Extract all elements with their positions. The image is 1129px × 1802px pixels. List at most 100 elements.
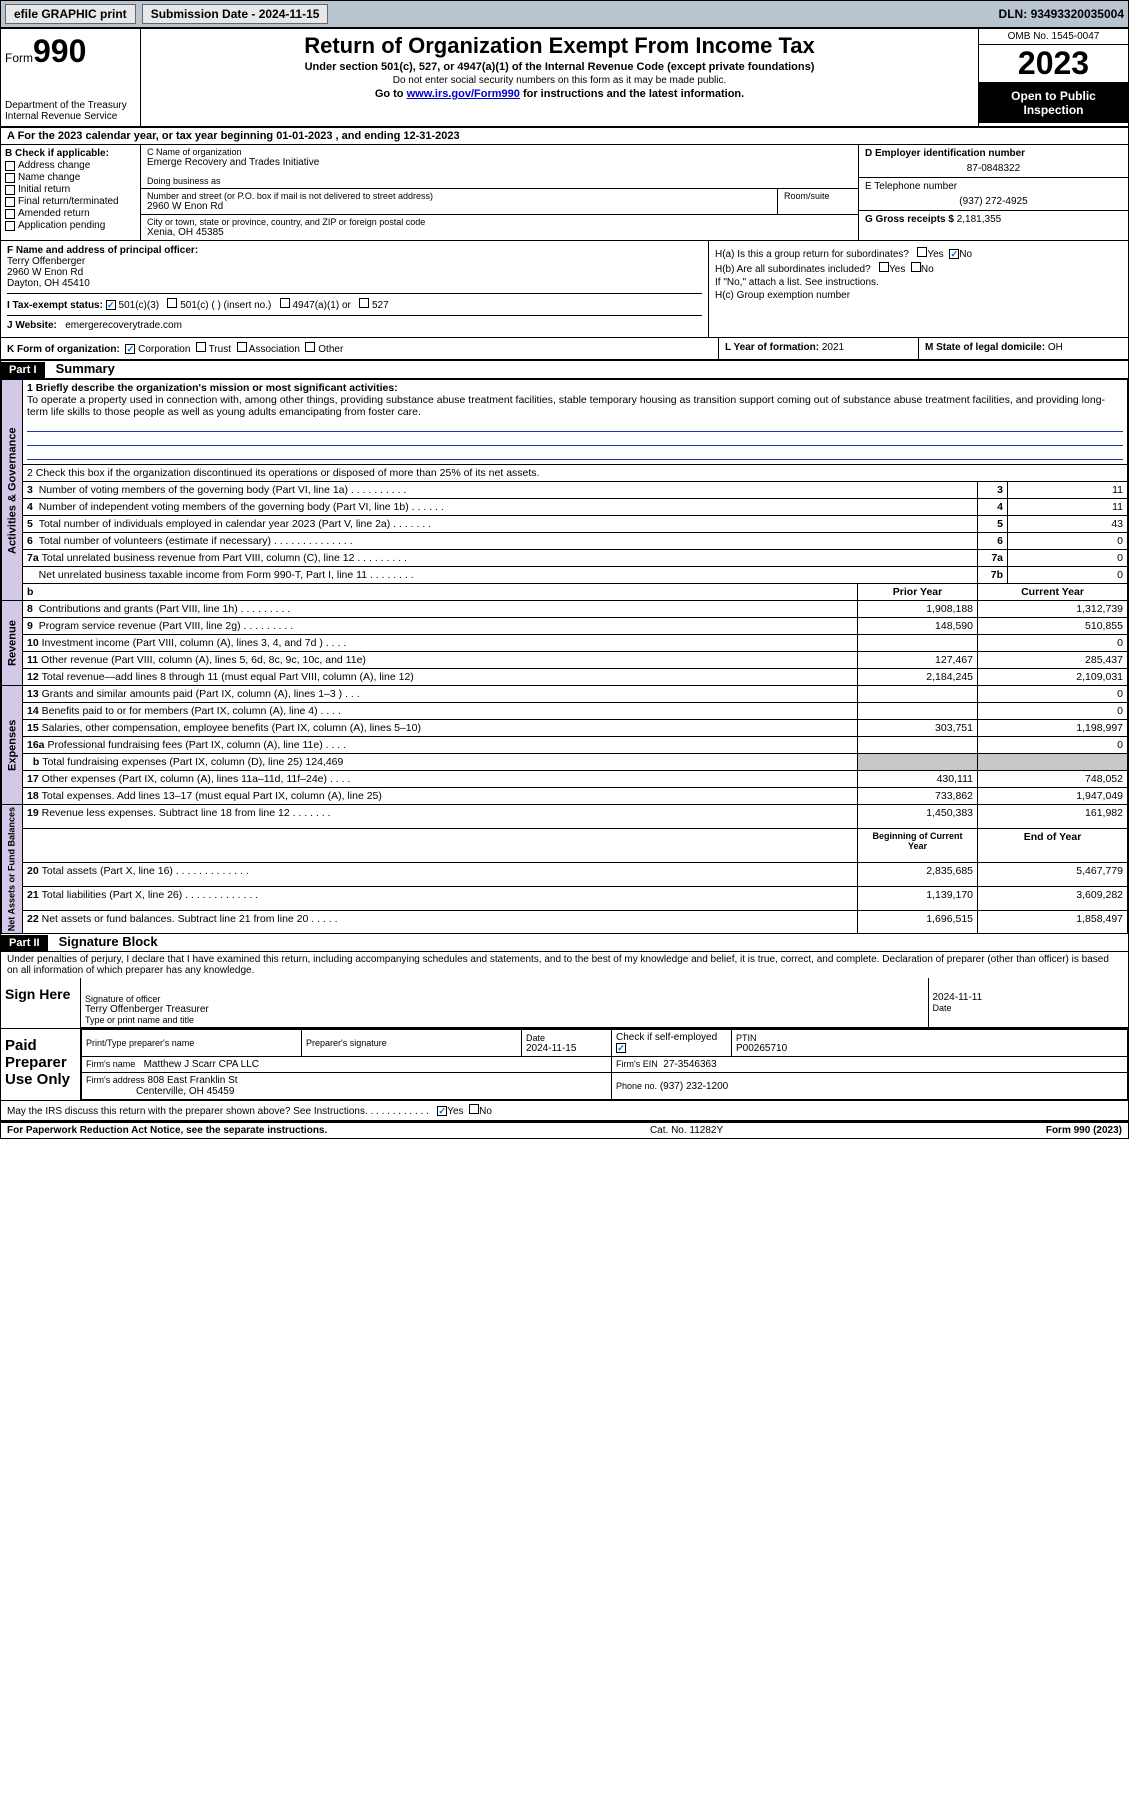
- sig-officer-label: Signature of officer: [85, 994, 924, 1004]
- goto-pre: Go to: [375, 88, 407, 100]
- header-right: OMB No. 1545-0047 2023 Open to Public In…: [978, 29, 1128, 126]
- website-value: emergerecoverytrade.com: [65, 320, 182, 331]
- city-cell: City or town, state or province, country…: [141, 215, 858, 240]
- part1-bar: Part I: [1, 362, 45, 378]
- cb-assoc[interactable]: [237, 342, 247, 352]
- discuss-yes[interactable]: [437, 1106, 447, 1116]
- hb-yes[interactable]: [879, 262, 889, 272]
- cb-address-change[interactable]: Address change: [5, 160, 136, 171]
- net-header-row: Beginning of Current YearEnd of Year: [2, 828, 1128, 863]
- irs-link[interactable]: www.irs.gov/Form990: [407, 88, 520, 100]
- cb-app-pending[interactable]: Application pending: [5, 220, 136, 231]
- form-title: Return of Organization Exempt From Incom…: [149, 33, 970, 59]
- form-subtitle-3: Go to www.irs.gov/Form990 for instructio…: [149, 88, 970, 100]
- gov-row-3: 3 Number of voting members of the govern…: [2, 482, 1128, 499]
- tax-year: 2023: [979, 45, 1128, 83]
- dba-label: Doing business as: [147, 176, 852, 186]
- efile-print-button[interactable]: efile GRAPHIC print: [5, 4, 136, 24]
- part2-bar: Part II: [1, 935, 48, 951]
- sig-type-label: Type or print name and title: [85, 1015, 924, 1025]
- footer-right: Form 990 (2023): [1046, 1125, 1122, 1136]
- sign-here-label: Sign Here: [1, 978, 81, 1028]
- form-no: 990: [33, 33, 86, 69]
- vlabel-governance: Activities & Governance: [2, 380, 23, 601]
- sig-date-label: Date: [933, 1003, 1125, 1013]
- cb-amended-return[interactable]: Amended return: [5, 208, 136, 219]
- officer-name: Terry Offenberger: [7, 256, 85, 267]
- address-row: Number and street (or P.O. box if mail i…: [141, 189, 858, 215]
- addr-label: Number and street (or P.O. box if mail i…: [147, 191, 771, 201]
- cb-self-employed[interactable]: [616, 1043, 626, 1053]
- paid-label: Paid Preparer Use Only: [1, 1029, 81, 1100]
- cb-501c3[interactable]: [106, 300, 116, 310]
- dln-value: 93493320035004: [1031, 7, 1124, 21]
- l-label: L Year of formation:: [725, 342, 819, 353]
- col-header-row: bPrior YearCurrent Year: [2, 584, 1128, 601]
- irs-label: Internal Revenue Service: [5, 111, 136, 122]
- phone-value: (937) 272-4925: [865, 196, 1122, 207]
- cb-initial-return[interactable]: Initial return: [5, 184, 136, 195]
- form-prefix: Form: [5, 51, 33, 65]
- row-klm: K Form of organization: Corporation Trus…: [1, 338, 1128, 361]
- form-header: Form990 Department of the Treasury Inter…: [1, 29, 1128, 128]
- cb-final-return[interactable]: Final return/terminated: [5, 196, 136, 207]
- section-i: I Tax-exempt status: 501(c)(3) 501(c) ( …: [7, 293, 702, 311]
- year-formation: 2021: [822, 342, 844, 353]
- sign-here-row: Sign Here Signature of officer Terry Off…: [1, 978, 1128, 1029]
- addr-value: 2960 W Enon Rd: [147, 201, 771, 212]
- mission-text: To operate a property used in connection…: [27, 394, 1123, 418]
- row-fih: F Name and address of principal officer:…: [1, 241, 1128, 338]
- part1-title: Summary: [48, 361, 115, 376]
- vlabel-expenses: Expenses: [2, 686, 23, 805]
- section-c: C Name of organization Emerge Recovery a…: [141, 145, 858, 240]
- footer-left: For Paperwork Reduction Act Notice, see …: [7, 1125, 327, 1136]
- vlabel-netassets: Net Assets or Fund Balances: [2, 805, 23, 934]
- ha-no[interactable]: [949, 249, 959, 259]
- mission-cell: 1 Briefly describe the organization's mi…: [23, 380, 1128, 465]
- cb-name-change[interactable]: Name change: [5, 172, 136, 183]
- form-subtitle-2: Do not enter social security numbers on …: [149, 75, 970, 86]
- officer-addr2: Dayton, OH 45410: [7, 278, 90, 289]
- footer-mid: Cat. No. 11282Y: [650, 1125, 723, 1136]
- h-a: H(a) Is this a group return for subordin…: [715, 247, 1122, 260]
- cb-corp[interactable]: [125, 344, 135, 354]
- hb-no[interactable]: [911, 262, 921, 272]
- ha-yes[interactable]: [917, 247, 927, 257]
- omb-number: OMB No. 1545-0047: [979, 29, 1128, 45]
- i-label: I Tax-exempt status:: [7, 300, 103, 311]
- c-name-label: C Name of organization: [147, 147, 852, 157]
- mission-label: 1 Briefly describe the organization's mi…: [27, 382, 1123, 394]
- submission-date-button[interactable]: Submission Date - 2024-11-15: [142, 4, 329, 24]
- form-subtitle-1: Under section 501(c), 527, or 4947(a)(1)…: [149, 61, 970, 73]
- addr-cell: Number and street (or P.O. box if mail i…: [141, 189, 778, 214]
- gov-row-4: 4 Number of independent voting members o…: [2, 499, 1128, 516]
- domicile-state: OH: [1048, 342, 1063, 353]
- room-cell: Room/suite: [778, 189, 858, 214]
- form-990-container: Form990 Department of the Treasury Inter…: [0, 28, 1129, 1139]
- cb-4947[interactable]: [280, 298, 290, 308]
- cb-527[interactable]: [359, 298, 369, 308]
- gross-receipts: 2,181,355: [957, 214, 1002, 225]
- vlabel-revenue: Revenue: [2, 601, 23, 686]
- part1-table: Activities & Governance 1 Briefly descri…: [1, 379, 1128, 934]
- perjury-statement: Under penalties of perjury, I declare th…: [1, 952, 1128, 978]
- header-left: Form990 Department of the Treasury Inter…: [1, 29, 141, 126]
- cb-other[interactable]: [305, 342, 315, 352]
- org-name: Emerge Recovery and Trades Initiative: [147, 157, 852, 168]
- part2-header: Part II Signature Block: [1, 934, 1128, 952]
- d-label: D Employer identification number: [865, 148, 1122, 159]
- m-label: M State of legal domicile:: [925, 342, 1045, 353]
- dln: DLN: 93493320035004: [999, 7, 1124, 21]
- discuss-no[interactable]: [469, 1104, 479, 1114]
- identity-block: B Check if applicable: Address change Na…: [1, 145, 1128, 241]
- dln-label: DLN:: [999, 7, 1028, 21]
- section-m: M State of legal domicile: OH: [918, 338, 1128, 359]
- cb-trust[interactable]: [196, 342, 206, 352]
- ein-value: 87-0848322: [865, 163, 1122, 174]
- section-deg: D Employer identification number 87-0848…: [858, 145, 1128, 240]
- room-label: Room/suite: [784, 191, 852, 201]
- gov-row-7a: 7a Total unrelated business revenue from…: [2, 550, 1128, 567]
- cb-501c[interactable]: [167, 298, 177, 308]
- line2: 2 Check this box if the organization dis…: [23, 465, 1128, 482]
- section-l: L Year of formation: 2021: [718, 338, 918, 359]
